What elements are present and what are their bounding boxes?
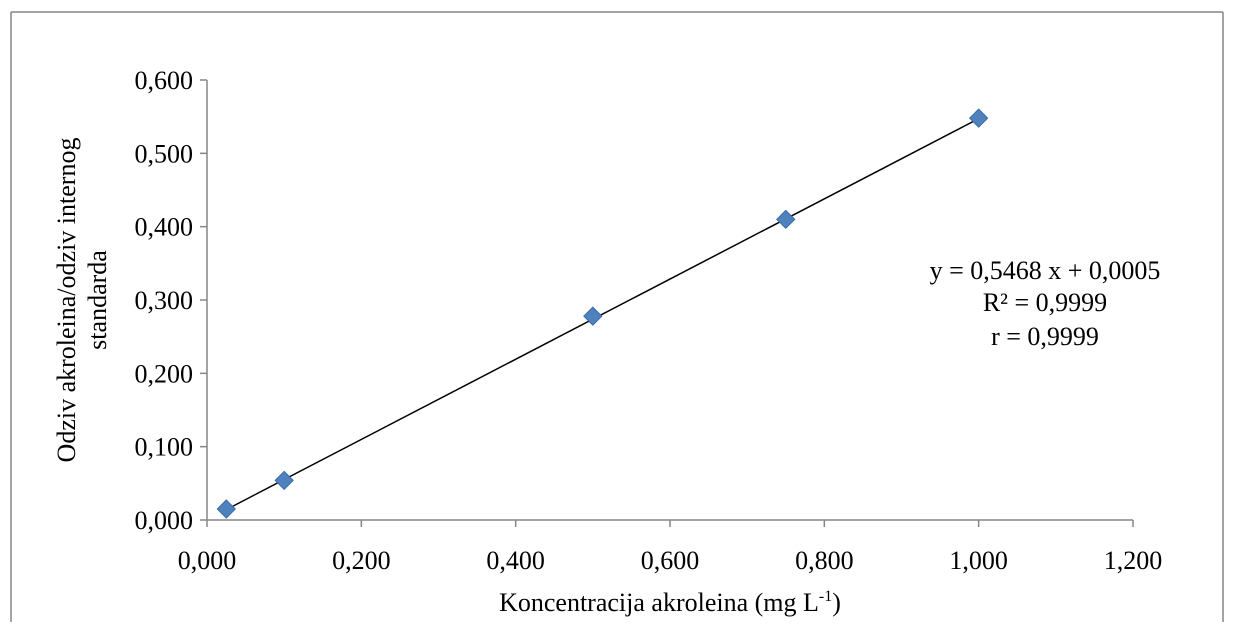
y-tick-label: 0,600 bbox=[135, 66, 194, 95]
r-squared-label: R² = 0,9999 bbox=[983, 288, 1107, 317]
equation-label: y = 0,5468 x + 0,0005 bbox=[930, 256, 1161, 285]
x-tick-label: 1,000 bbox=[949, 546, 1008, 575]
data-point bbox=[968, 108, 989, 128]
x-axis-title: Koncentracija akroleina (mg L-1) bbox=[499, 588, 841, 617]
x-tick-label: 0,600 bbox=[641, 546, 700, 575]
y-tick-label: 0,000 bbox=[135, 506, 194, 535]
data-point bbox=[583, 306, 603, 326]
x-axis-title-suffix: ) bbox=[832, 588, 841, 617]
trendline bbox=[225, 117, 980, 511]
trendline-group bbox=[225, 117, 980, 511]
y-tick-label: 0,500 bbox=[135, 139, 194, 168]
data-point bbox=[776, 209, 796, 230]
y-axis-title-line1: Odziv akroleina/odziv internog bbox=[52, 138, 81, 463]
x-tick-label: 0,800 bbox=[795, 546, 854, 575]
x-axis-title-superscript: -1 bbox=[819, 588, 832, 605]
data-point bbox=[274, 470, 294, 491]
data-point bbox=[216, 499, 236, 519]
y-tick-label: 0,300 bbox=[135, 286, 194, 315]
data-points bbox=[216, 108, 989, 519]
y-axis-title-line2: standarda bbox=[83, 250, 112, 350]
r-label: r = 0,9999 bbox=[991, 322, 1099, 351]
x-ticks: 0,000 0,200 0,400 0,600 0,800 1,000 1,200 bbox=[178, 520, 1163, 575]
x-tick-label: 1,200 bbox=[1104, 546, 1163, 575]
y-tick-label: 0,200 bbox=[135, 359, 194, 388]
x-tick-label: 0,200 bbox=[332, 546, 391, 575]
x-tick-label: 0,000 bbox=[178, 546, 237, 575]
y-tick-label: 0,400 bbox=[135, 213, 194, 242]
y-tick-label: 0,100 bbox=[135, 433, 194, 462]
y-ticks: 0,000 0,100 0,200 0,300 0,400 0,500 0,600 bbox=[135, 66, 207, 535]
x-tick-label: 0,400 bbox=[486, 546, 545, 575]
x-axis-title-main: Koncentracija akroleina (mg L bbox=[499, 588, 819, 617]
